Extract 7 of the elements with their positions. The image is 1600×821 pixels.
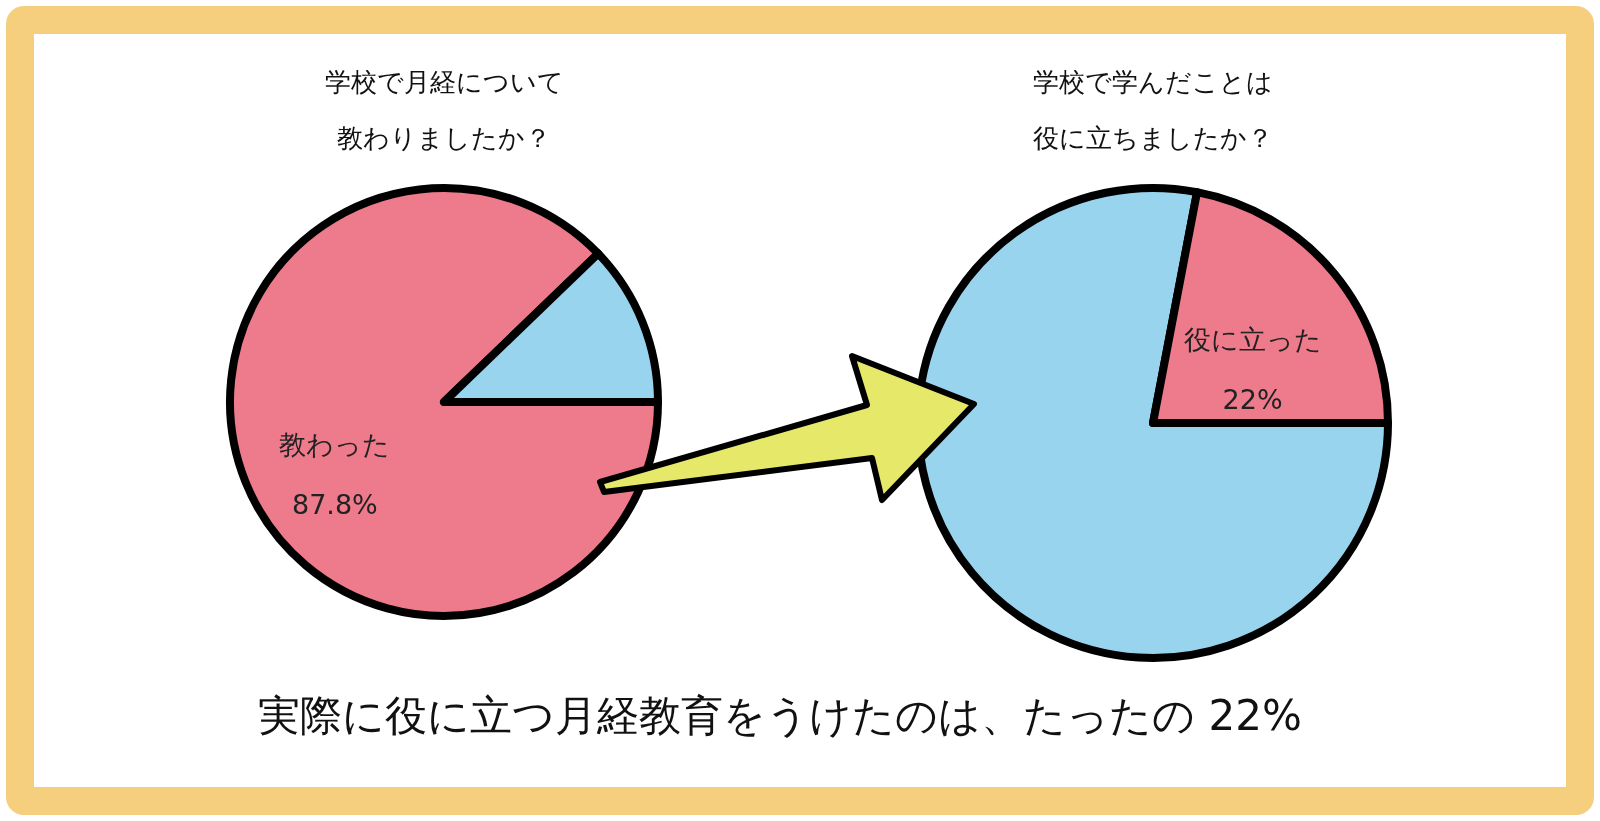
chart-title: 学校で月経について教わりましたか？ [324, 67, 564, 153]
text: 実際に役に立つ月経教育をうけたのは、たったの 22% [258, 690, 1302, 742]
data-label: 22% [1222, 383, 1283, 415]
chart-title: 学校で学んだことは役に立ちましたか？ [1033, 67, 1273, 153]
slice-label: 役に立った [1183, 323, 1322, 355]
data-label: 87.8% [291, 489, 378, 521]
slice-label: 教わった [279, 429, 391, 461]
